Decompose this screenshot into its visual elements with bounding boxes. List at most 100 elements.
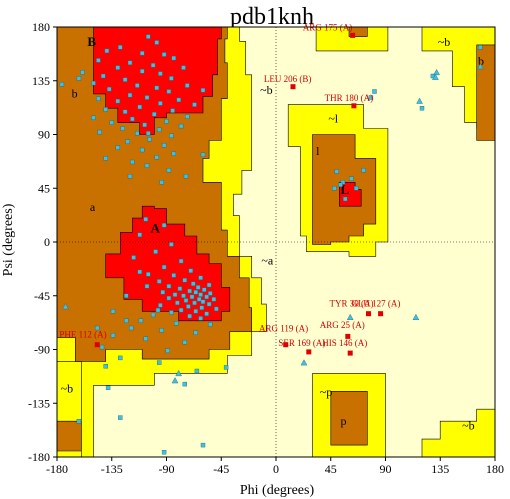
residue-point	[100, 73, 106, 79]
residue-point	[97, 129, 102, 135]
residue-point	[178, 123, 184, 129]
residue-point	[127, 174, 133, 179]
outlier-label: LEU 206 (B)	[264, 74, 312, 84]
region-label-11: ~b	[61, 382, 74, 396]
residue-point	[201, 287, 207, 292]
residue-point	[59, 82, 65, 87]
residue-point	[130, 116, 135, 122]
residue-point	[192, 102, 197, 107]
residue-point	[122, 109, 128, 115]
residue-point	[125, 139, 130, 144]
residue-point	[368, 95, 374, 100]
residue-points	[59, 34, 484, 455]
glycine-point	[171, 377, 179, 384]
residue-point	[172, 292, 178, 297]
region-core-beta	[93, 26, 222, 135]
outlier-point	[366, 311, 371, 317]
residue-point	[176, 97, 181, 103]
glycine-point	[416, 97, 423, 104]
glycine-point	[346, 313, 354, 320]
glycine-point	[412, 313, 420, 320]
residue-point	[118, 45, 123, 50]
residue-point	[94, 325, 100, 331]
residue-point	[211, 297, 217, 302]
region-allowed-pro	[330, 390, 368, 446]
x-tick-label: 90	[380, 462, 392, 476]
residue-point	[173, 321, 179, 326]
residue-point	[166, 295, 172, 301]
x-tick-label: -135	[101, 462, 123, 476]
residue-point	[184, 83, 190, 88]
region-label-4: L	[340, 182, 349, 197]
residue-point	[171, 273, 177, 278]
glycine-point	[175, 369, 183, 377]
glycine-point	[433, 68, 440, 76]
residue-point	[182, 278, 188, 283]
residue-point	[156, 127, 162, 132]
residue-point	[110, 309, 116, 314]
y-tick-label: 135	[32, 74, 50, 88]
residue-point	[96, 58, 101, 63]
residue-point	[161, 264, 167, 270]
residue-point	[181, 293, 186, 298]
zero-reference-lines	[57, 27, 495, 457]
residue-point	[419, 105, 425, 111]
outlier-point	[351, 103, 357, 109]
residue-point	[169, 133, 174, 138]
residue-point	[156, 279, 162, 284]
region-label-12: ~b	[462, 419, 475, 433]
residue-point	[107, 86, 112, 92]
residue-point	[150, 63, 156, 68]
residue-point	[171, 151, 177, 156]
residue-point	[200, 152, 206, 158]
region-label-1: b	[72, 86, 78, 100]
residue-point	[161, 143, 167, 148]
residue-point	[118, 415, 123, 420]
y-tick-label: -45	[34, 289, 50, 303]
residue-point	[144, 163, 150, 168]
residue-point	[144, 95, 150, 100]
plot-area: Bb Aa Ll ~b ~b b ~l ~a ~b ~b ~p p ARG 175 (A) LEU 20…	[56, 23, 496, 458]
residue-point	[200, 88, 206, 93]
y-tick-label: 45	[38, 181, 50, 195]
glycine-point	[300, 359, 308, 366]
residue-point	[166, 89, 172, 94]
outlier-point	[283, 342, 289, 348]
residue-point	[349, 176, 354, 181]
y-tick-label: -180	[28, 450, 50, 464]
residue-point	[204, 294, 209, 300]
residue-point	[183, 174, 189, 179]
residue-point	[161, 223, 167, 228]
region-label-14: p	[340, 414, 346, 428]
residue-point	[154, 85, 160, 91]
x-axis: -180 -135 -90 -45 0 45 90 135 180	[46, 457, 504, 476]
residue-point	[135, 83, 140, 88]
residue-point	[161, 52, 167, 57]
x-axis-title: Phi (degrees)	[240, 483, 315, 498]
outlier-point	[378, 311, 384, 317]
residue-point	[198, 316, 203, 321]
residue-point	[76, 76, 82, 81]
residue-point	[146, 131, 151, 136]
y-tick-label: 180	[32, 20, 50, 34]
residue-point	[171, 55, 177, 61]
residue-point	[96, 96, 101, 101]
residue-point	[361, 168, 366, 173]
outlier-label: ARG 119 (A)	[259, 324, 308, 334]
y-tick-label: -135	[28, 396, 50, 410]
region-allowed-bottom-left	[56, 420, 82, 452]
residue-point	[153, 249, 158, 254]
residue-point	[206, 282, 212, 288]
outlier-points: ARG 175 (A) LEU 206 (B) THR 180 (A) TYR 30 …	[59, 23, 400, 356]
residue-point	[189, 294, 195, 300]
residue-point	[334, 169, 339, 174]
region-label-9: ~l	[328, 112, 338, 126]
region-label-13: ~p	[320, 385, 333, 399]
residue-point	[120, 126, 125, 131]
region-label-5: l	[316, 144, 320, 158]
residue-point	[118, 355, 123, 361]
residue-point	[182, 340, 188, 345]
residue-point	[76, 419, 82, 424]
residue-point	[343, 196, 348, 202]
residue-point	[99, 344, 105, 350]
